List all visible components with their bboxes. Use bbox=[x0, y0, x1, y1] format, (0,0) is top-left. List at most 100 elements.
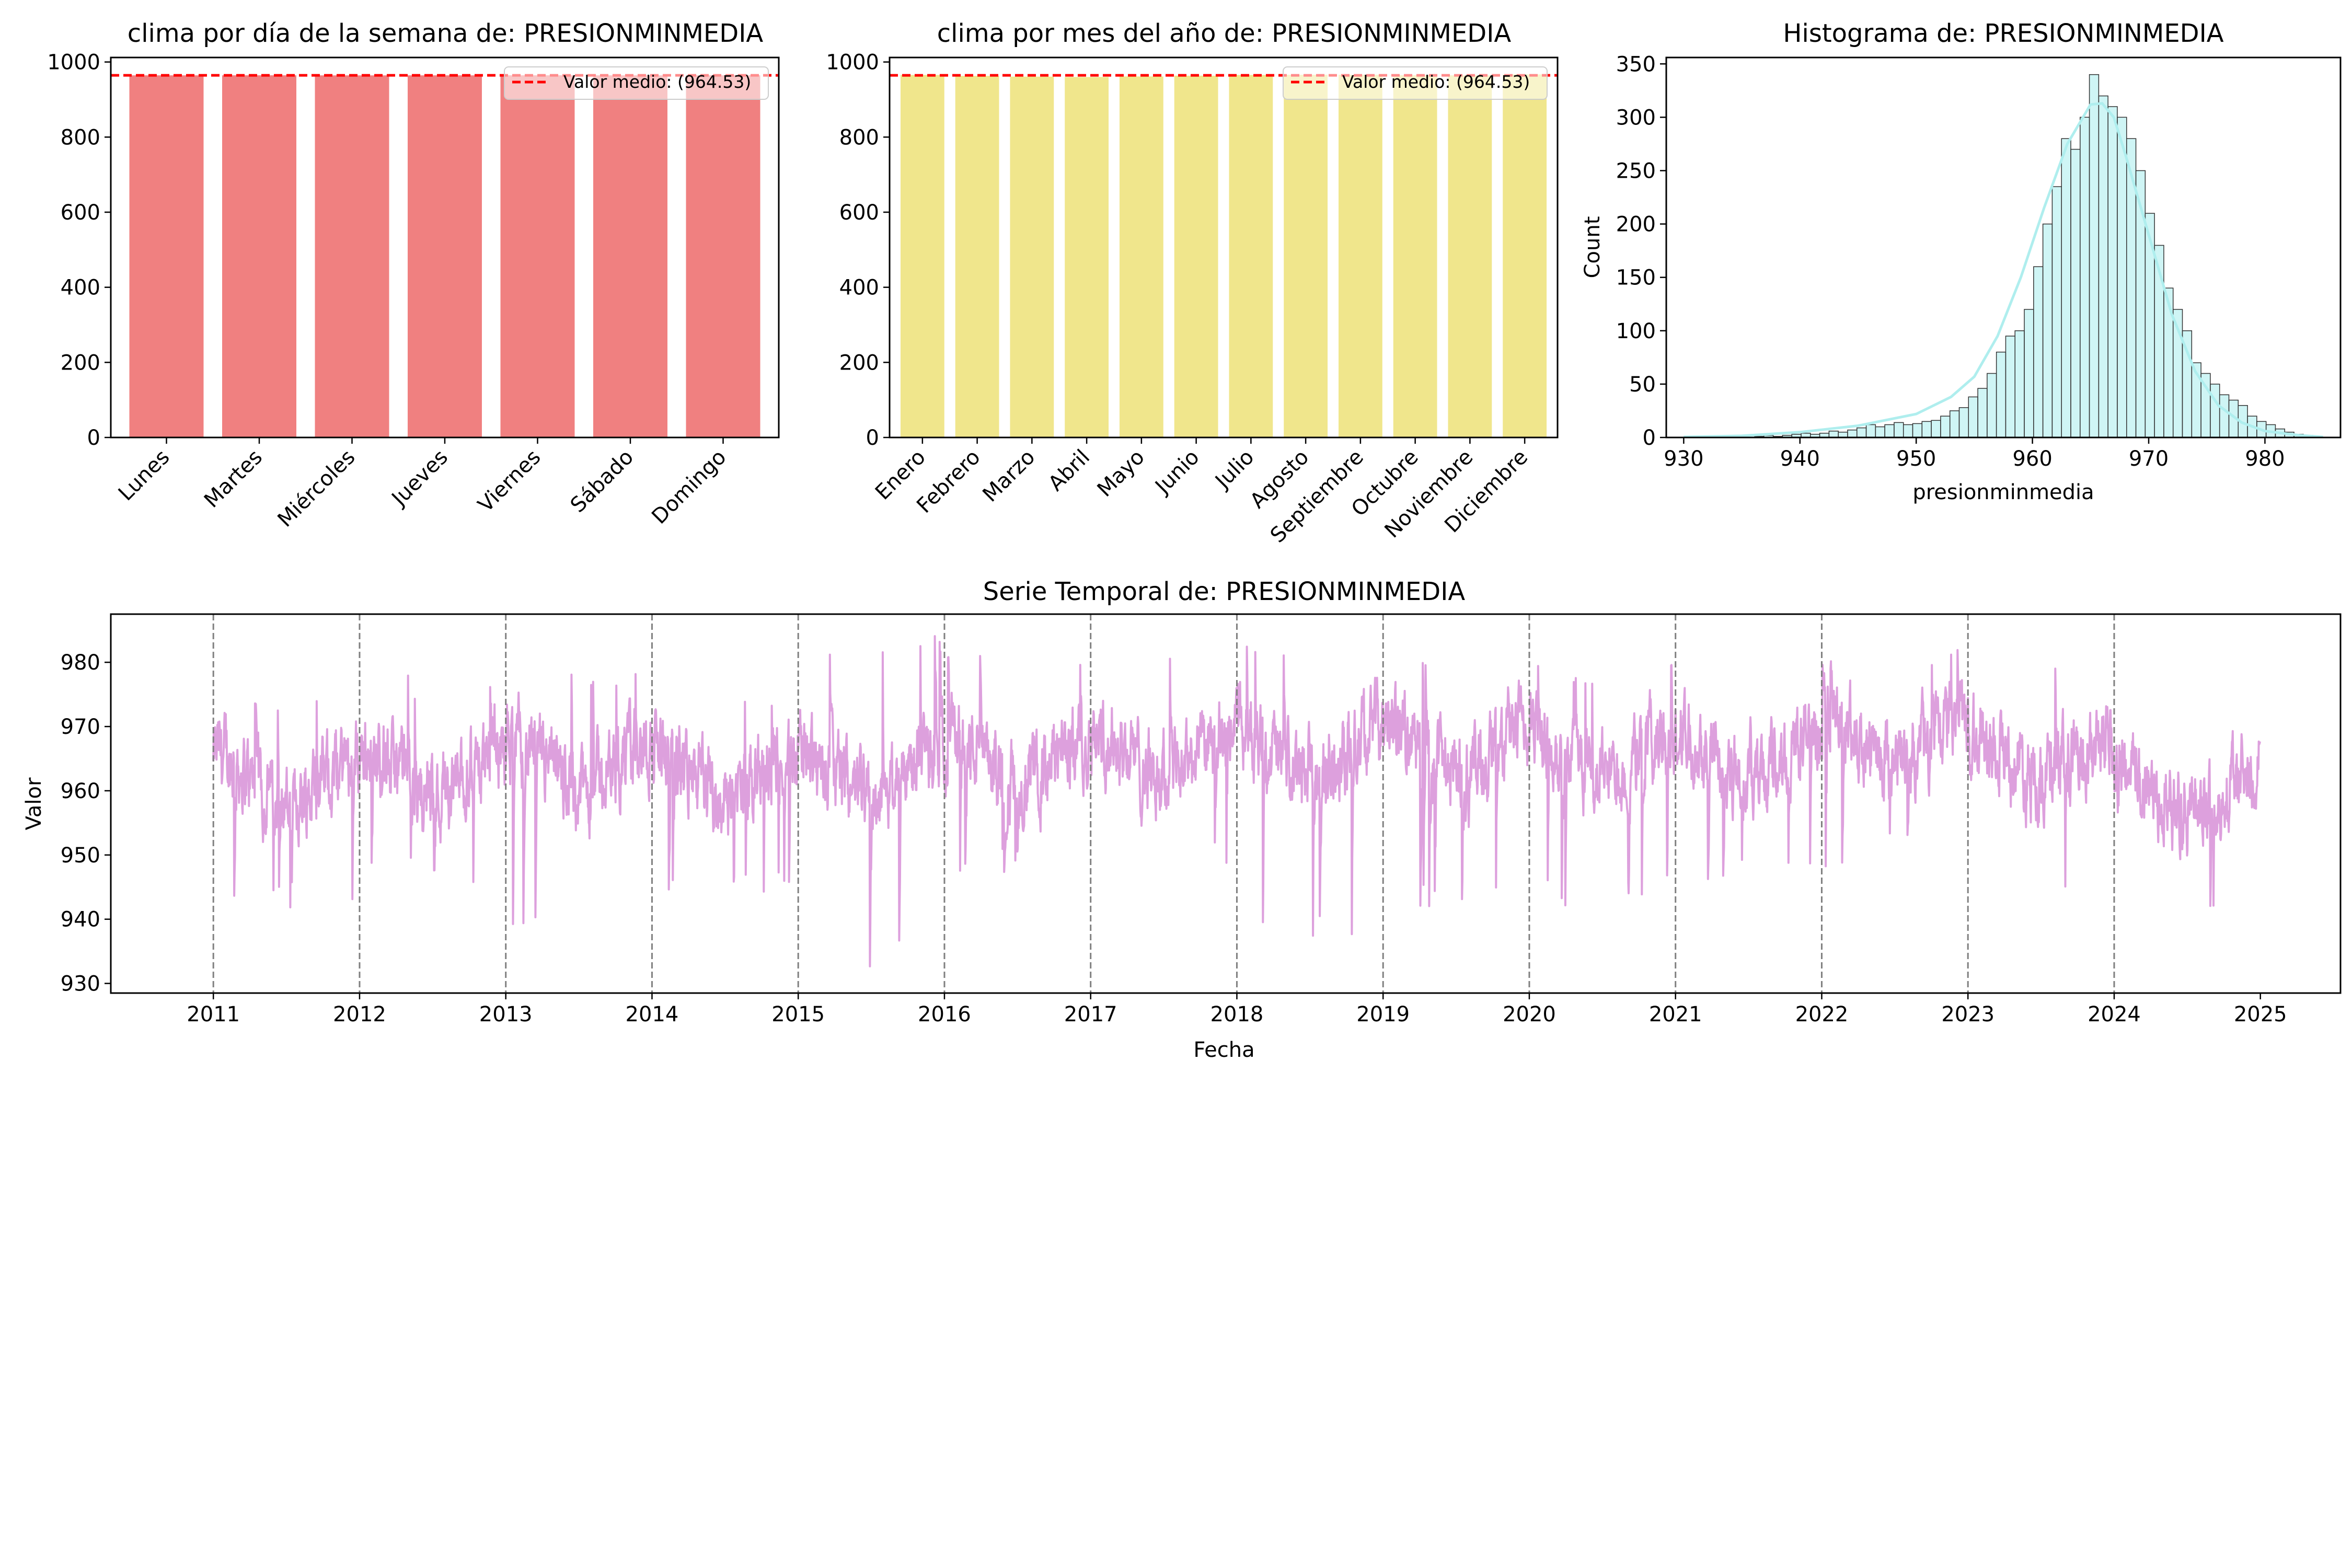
chart-weekday-ytick-label-2: 400 bbox=[61, 276, 100, 300]
chart-timeseries-xtick-label-3: 2014 bbox=[626, 1002, 679, 1027]
chart-timeseries-xtick-label-8: 2019 bbox=[1356, 1002, 1410, 1027]
chart-weekday-bar-2 bbox=[315, 75, 389, 438]
chart-timeseries-ytick-label-1: 940 bbox=[61, 908, 100, 932]
chart-histogram-bar-29 bbox=[1958, 407, 1969, 438]
chart-timeseries-xtick-label-12: 2023 bbox=[1941, 1002, 1994, 1027]
chart-month-bars bbox=[900, 74, 1547, 438]
chart-histogram-bar-56 bbox=[2210, 384, 2220, 438]
chart-histogram-ytick-label-5: 250 bbox=[1616, 159, 1656, 183]
chart-month-ytick-label-0: 0 bbox=[866, 426, 879, 450]
chart-histogram: Histograma de: PRESIONMINMEDIA 930 940 950… bbox=[1581, 19, 2342, 504]
chart-month-legend-label: Valor medio: (964.53) bbox=[1342, 72, 1530, 92]
chart-weekday-ytick-label-0: 0 bbox=[87, 426, 100, 450]
chart-month-bar-1 bbox=[955, 76, 999, 438]
chart-timeseries-xtick-label-5: 2016 bbox=[918, 1002, 971, 1027]
chart-month-axes bbox=[889, 56, 1559, 439]
chart-histogram-bar-23 bbox=[1903, 424, 1913, 438]
chart-histogram-ylabel: Count bbox=[1581, 216, 1605, 279]
chart-histogram-bar-26 bbox=[1931, 420, 1941, 438]
chart-month-legend: Valor medio: (964.53) bbox=[1283, 66, 1548, 100]
chart-month-ytick-label-5: 1000 bbox=[826, 51, 879, 75]
chart-histogram-bar-36 bbox=[2024, 309, 2034, 438]
chart-timeseries-xtick-label-10: 2021 bbox=[1649, 1002, 1702, 1027]
chart-timeseries-ytick-label-4: 970 bbox=[61, 715, 100, 739]
chart-histogram-xtick-label-0: 930 bbox=[1664, 447, 1703, 471]
chart-timeseries-ytick-label-5: 980 bbox=[61, 651, 100, 675]
chart-histogram-kde-line bbox=[1684, 102, 2323, 439]
chart-histogram-xtick-label-5: 980 bbox=[2245, 447, 2285, 471]
chart-timeseries-ytick-label-2: 950 bbox=[61, 844, 100, 868]
chart-histogram-bar-38 bbox=[2042, 223, 2053, 438]
chart-histogram-bar-15 bbox=[1828, 430, 1839, 438]
chart-histogram-ytick-label-2: 100 bbox=[1616, 319, 1656, 343]
chart-timeseries-xtick-label-11: 2022 bbox=[1795, 1002, 1849, 1027]
chart-histogram-bars bbox=[1689, 74, 2323, 438]
chart-weekday-bar-4 bbox=[500, 75, 575, 437]
chart-weekday-ytick-label-4: 800 bbox=[61, 125, 100, 149]
chart-timeseries-xtick-label-2: 2013 bbox=[479, 1002, 533, 1027]
chart-month-bar-2 bbox=[1010, 76, 1054, 438]
chart-month-title: clima por mes del año de: PRESIONMINMEDI… bbox=[937, 19, 1512, 48]
chart-timeseries-xlabel: Fecha bbox=[1193, 1038, 1254, 1062]
chart-month-bar-0 bbox=[900, 75, 944, 437]
chart-histogram-ticks: 930 940 950 960 970 980 0 50 100 150 200 250 300 350 bbox=[1616, 52, 2285, 471]
chart-histogram-ytick-label-0: 0 bbox=[1643, 426, 1656, 450]
chart-histogram-bar-46 bbox=[2117, 117, 2127, 438]
chart-timeseries-xtick-label-9: 2020 bbox=[1503, 1002, 1556, 1027]
chart-month-bar-8 bbox=[1338, 75, 1382, 437]
chart-month-ytick-label-1: 200 bbox=[839, 351, 879, 375]
chart-histogram-bar-25 bbox=[1921, 421, 1932, 438]
chart-weekday-legend-label: Valor medio: (964.53) bbox=[563, 72, 751, 92]
chart-weekday-ytick-label-5: 1000 bbox=[47, 51, 100, 75]
chart-histogram-kde bbox=[1684, 102, 2323, 439]
chart-histogram-bar-17 bbox=[1847, 429, 1858, 438]
chart-month-bar-4 bbox=[1119, 76, 1163, 437]
chart-histogram-xtick-label-3: 960 bbox=[2012, 447, 2052, 471]
chart-histogram-title: Histograma de: PRESIONMINMEDIA bbox=[1783, 19, 2223, 48]
chart-month-bar-10 bbox=[1448, 75, 1492, 437]
chart-month-ytick-label-3: 600 bbox=[839, 201, 879, 225]
chart-histogram-bar-18 bbox=[1857, 427, 1867, 438]
chart-histogram-ytick-label-7: 350 bbox=[1616, 52, 1656, 76]
chart-weekday-ytick-label-1: 200 bbox=[61, 351, 100, 375]
chart-timeseries-xtick-label-14: 2025 bbox=[2234, 1002, 2287, 1027]
chart-histogram-bar-20 bbox=[1875, 426, 1885, 438]
chart-histogram-bar-57 bbox=[2219, 394, 2230, 438]
chart-histogram-bar-28 bbox=[1949, 410, 1960, 438]
chart-histogram-bar-39 bbox=[2051, 186, 2062, 438]
chart-histogram-xtick-label-2: 950 bbox=[1896, 447, 1936, 471]
chart-histogram-bar-40 bbox=[2061, 138, 2071, 438]
chart-histogram-bar-33 bbox=[1996, 351, 2007, 438]
chart-weekday-legend: Valor medio: (964.53) bbox=[504, 66, 769, 100]
chart-histogram-bar-31 bbox=[1977, 388, 1988, 438]
chart-histogram-bar-45 bbox=[2107, 106, 2118, 438]
chart-weekday-bar-6 bbox=[686, 75, 760, 437]
chart-timeseries-year-dividers bbox=[212, 614, 2115, 993]
chart-histogram-bar-30 bbox=[1968, 396, 1978, 438]
chart-weekday-ytick-label-3: 600 bbox=[61, 201, 100, 225]
chart-histogram-bar-41 bbox=[2070, 148, 2081, 438]
chart-histogram-bar-37 bbox=[2033, 266, 2044, 438]
chart-histogram-bar-22 bbox=[1894, 422, 1904, 438]
chart-timeseries-ytick-label-3: 960 bbox=[61, 779, 100, 803]
chart-histogram-bar-16 bbox=[1838, 432, 1848, 438]
chart-histogram-bar-34 bbox=[2005, 336, 2015, 438]
chart-timeseries-xtick-label-4: 2015 bbox=[771, 1002, 825, 1027]
chart-weekday-bar-1 bbox=[222, 75, 296, 437]
chart-histogram-ytick-label-3: 150 bbox=[1616, 266, 1656, 290]
chart-timeseries-xtick-label-6: 2017 bbox=[1064, 1002, 1117, 1027]
chart-month-bar-11 bbox=[1503, 74, 1547, 437]
chart-timeseries-ytick-label-0: 930 bbox=[61, 972, 100, 996]
chart-weekday-axes bbox=[110, 56, 780, 439]
chart-timeseries-title: Serie Temporal de: PRESIONMINMEDIA bbox=[983, 577, 1466, 606]
chart-timeseries-xtick-label-0: 2011 bbox=[187, 1002, 240, 1027]
chart-histogram-xlabel: presionminmedia bbox=[1912, 480, 2094, 504]
chart-month-ytick-label-2: 400 bbox=[839, 276, 879, 300]
chart-histogram-ytick-label-6: 300 bbox=[1616, 106, 1656, 130]
chart-timeseries-ticks: 2011 2012 2013 2014 2015 2016 2017 2018 2019 2020… bbox=[61, 651, 2287, 1027]
chart-histogram-bar-43 bbox=[2089, 74, 2100, 438]
chart-month-ytick-label-4: 800 bbox=[839, 125, 879, 149]
chart-histogram-xtick-label-1: 940 bbox=[1780, 447, 1820, 471]
chart-month-bar-6 bbox=[1229, 75, 1273, 437]
